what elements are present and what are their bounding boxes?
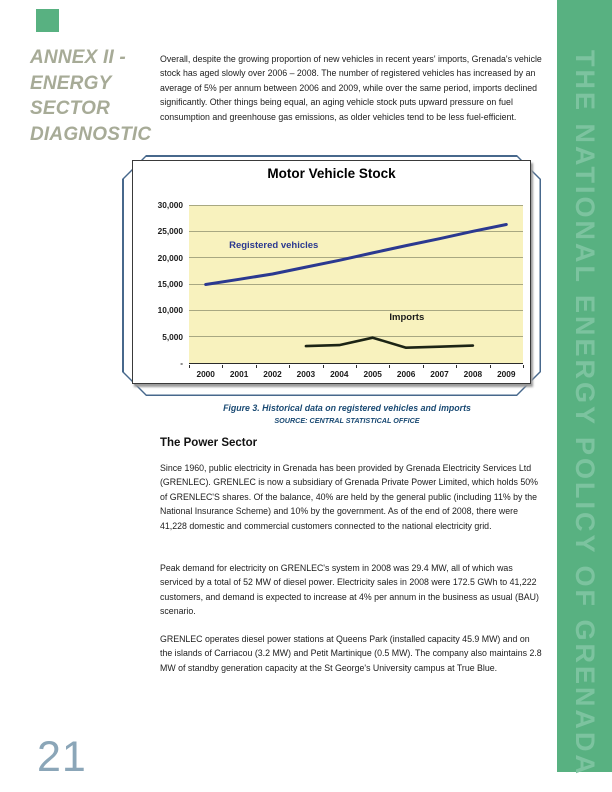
y-axis-tick-label: 15,000: [157, 279, 183, 289]
x-axis-tick: [189, 364, 190, 368]
gridline: [189, 336, 523, 338]
x-axis-tick-label: 2005: [363, 369, 382, 379]
x-axis-tick: [322, 364, 324, 368]
annex-heading: ANNEX II - ENERGY SECTOR DIAGNOSTIC: [30, 45, 155, 147]
page-number: 21: [37, 733, 87, 781]
x-axis-tick: [289, 364, 291, 368]
gridline: [189, 204, 523, 206]
chart-lines: [204, 223, 508, 349]
power-sector-paragraph: Peak demand for electricity on GRENLEC's…: [160, 563, 539, 617]
annex-heading-line: ANNEX II -: [30, 47, 126, 68]
series-line-registered-vehicles: [204, 223, 508, 286]
series-label: Registered vehicles: [229, 239, 319, 251]
gridline: [189, 283, 523, 285]
x-axis-tick: [356, 364, 357, 368]
annex-heading-line: DIAGNOSTIC: [30, 123, 152, 145]
y-axis-tick-label: 5,000: [162, 331, 183, 342]
gridline: [189, 309, 523, 311]
section-heading-power-sector: The Power Sector: [160, 437, 258, 449]
figure-caption: Figure 3. Historical data on registered …: [223, 403, 471, 413]
x-axis-tick: [389, 364, 391, 368]
x-axis-tick-label: 2007: [430, 369, 449, 379]
x-axis-tick-label: 2002: [263, 369, 282, 379]
chart-title: Motor Vehicle Stock: [267, 166, 396, 181]
y-axis-tick-label: 10,000: [157, 305, 183, 316]
y-axis-tick-label: 30,000: [157, 200, 183, 210]
side-banner-title: THE NATIONAL ENERGY POLICY OF GRENADA: [570, 50, 600, 778]
intro-paragraph: Overall, despite the growing proportion …: [160, 54, 542, 122]
figure-source: SOURCE: CENTRAL STATISTICAL OFFICE: [274, 416, 420, 425]
x-axis-tick-label: 2004: [330, 369, 349, 379]
x-axis-tick: [523, 364, 524, 368]
y-axis-tick-label: 20,000: [157, 252, 183, 263]
x-axis-tick: [422, 364, 424, 368]
x-axis-tick-label: 2006: [396, 369, 416, 379]
gridline: [189, 230, 523, 232]
chart-panel: Motor Vehicle Stock Registered vehicles I…: [132, 160, 531, 384]
power-sector-paragraph: GRENLEC operates diesel power stations a…: [160, 634, 542, 673]
x-axis-tick-label: 2001: [229, 369, 249, 379]
x-axis-tick-label: 2003: [296, 369, 316, 379]
chart-plot-area: Registered vehicles Imports: [189, 204, 523, 364]
y-axis-tick-label: -: [180, 358, 183, 368]
x-axis-tick: [255, 364, 257, 368]
annex-heading-line: ENERGY: [30, 72, 112, 94]
y-axis-tick-label: 25,000: [157, 226, 183, 237]
x-axis-tick: [489, 364, 491, 368]
corner-accent-square: [36, 9, 59, 32]
x-axis-tick-label: 2008: [463, 369, 483, 379]
annex-heading-line: SECTOR: [30, 98, 111, 119]
series-label: Imports: [389, 312, 425, 324]
x-axis-tick: [222, 364, 224, 368]
figure-frame: Motor Vehicle Stock Registered vehicles I…: [122, 155, 541, 396]
side-banner: THE NATIONAL ENERGY POLICY OF GRENADA: [557, 0, 612, 777]
x-axis-tick-label: 2000: [196, 369, 215, 379]
x-axis-tick: [456, 364, 458, 368]
series-line-imports: [304, 336, 475, 349]
power-sector-paragraph: Since 1960, public electricity in Grenad…: [160, 463, 538, 531]
x-axis-tick-label: 2009: [497, 369, 516, 379]
